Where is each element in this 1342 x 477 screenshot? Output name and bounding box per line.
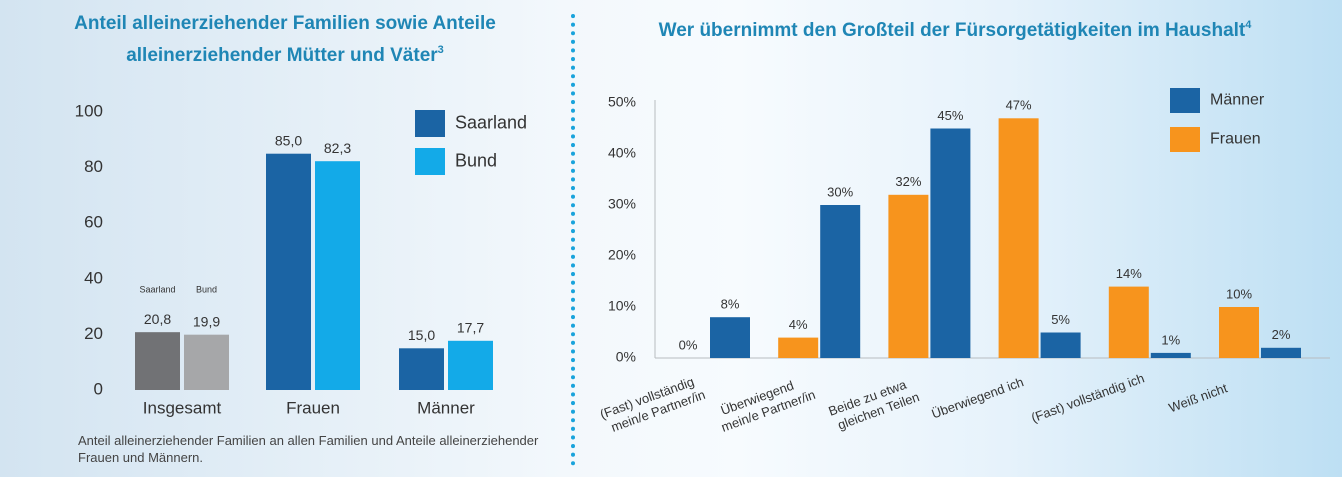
title-note: 4 [1245, 19, 1252, 31]
legend-label: Frauen [1210, 131, 1261, 148]
chart-title: Anteil alleinerziehender Familien sowie … [60, 10, 510, 69]
bar [820, 205, 861, 358]
data-label: 8% [721, 297, 740, 312]
bar [399, 348, 444, 390]
annotation: Bund [196, 284, 217, 294]
y-tick-label: 80 [84, 157, 103, 176]
data-label: 32% [895, 174, 921, 189]
chart-title: Wer übernimmt den Großteil der Fürsorget… [600, 12, 1310, 44]
footnote: Anteil alleinerziehender Familien an all… [78, 433, 539, 465]
bar [888, 194, 929, 358]
legend-swatch [1170, 88, 1200, 113]
y-tick-label: 50% [608, 94, 636, 110]
data-label: 0% [679, 337, 698, 352]
data-label: 30% [827, 184, 853, 199]
x-tick-label: Insgesamt [143, 398, 222, 417]
bar [778, 337, 819, 358]
data-label: 4% [789, 317, 808, 332]
x-tick-label-group: Überwiegend ich [929, 374, 1025, 421]
y-tick-label: 40% [608, 145, 636, 161]
y-tick-label: 30% [608, 196, 636, 212]
x-tick-label: (Fast) vollständig ich [1029, 370, 1146, 425]
x-tick-label-group: Weiß nicht [1167, 380, 1230, 415]
data-label: 85,0 [275, 132, 302, 148]
y-tick-label: 20% [608, 247, 636, 263]
data-label: 1% [1161, 332, 1180, 347]
bar [184, 334, 229, 390]
y-tick-label: 100 [75, 101, 103, 120]
y-tick-label: 10% [608, 298, 636, 314]
data-label: 17,7 [457, 319, 484, 335]
bar [1261, 347, 1301, 358]
bar [1150, 352, 1191, 358]
bar [710, 317, 750, 358]
legend-swatch [1170, 127, 1200, 152]
bar [315, 161, 360, 390]
data-label: 82,3 [324, 140, 351, 156]
data-label: 47% [1006, 98, 1032, 113]
bar [135, 332, 180, 390]
legend-swatch [415, 110, 445, 137]
title-note: 3 [437, 44, 444, 56]
bar [266, 153, 311, 390]
bar [998, 118, 1039, 358]
legend-label: Bund [455, 150, 497, 170]
x-tick-label: Weiß nicht [1167, 380, 1230, 415]
y-tick-label: 0 [94, 379, 103, 398]
data-label: 15,0 [408, 327, 435, 343]
data-label: 45% [937, 108, 963, 123]
legend-label: Männer [1210, 92, 1265, 109]
x-tick-label-group: (Fast) vollständig ich [1029, 370, 1146, 425]
title-text: Anteil alleinerziehender Familien sowie … [74, 13, 496, 66]
y-tick-label: 40 [84, 268, 103, 287]
bar [1040, 332, 1081, 358]
legend-swatch [415, 148, 445, 175]
y-tick-label: 60 [84, 213, 103, 232]
data-label: 5% [1051, 312, 1070, 327]
bar [1219, 307, 1259, 358]
x-tick-label: Männer [417, 398, 475, 417]
x-tick-label: Überwiegend ich [929, 374, 1025, 421]
y-tick-label: 20 [84, 324, 103, 343]
data-label: 20,8 [144, 311, 171, 327]
data-label: 19,9 [193, 313, 220, 329]
data-label: 10% [1226, 286, 1252, 301]
title-text: Wer übernimmt den Großteil der Fürsorget… [658, 20, 1246, 41]
bar [1108, 286, 1149, 358]
data-label: 2% [1272, 327, 1291, 342]
bar [448, 340, 493, 390]
data-label: 14% [1116, 266, 1142, 281]
annotation: Saarland [139, 284, 175, 294]
bar [930, 128, 971, 358]
x-tick-label: Frauen [286, 398, 340, 417]
y-tick-label: 0% [616, 349, 636, 365]
legend-label: Saarland [455, 112, 527, 132]
